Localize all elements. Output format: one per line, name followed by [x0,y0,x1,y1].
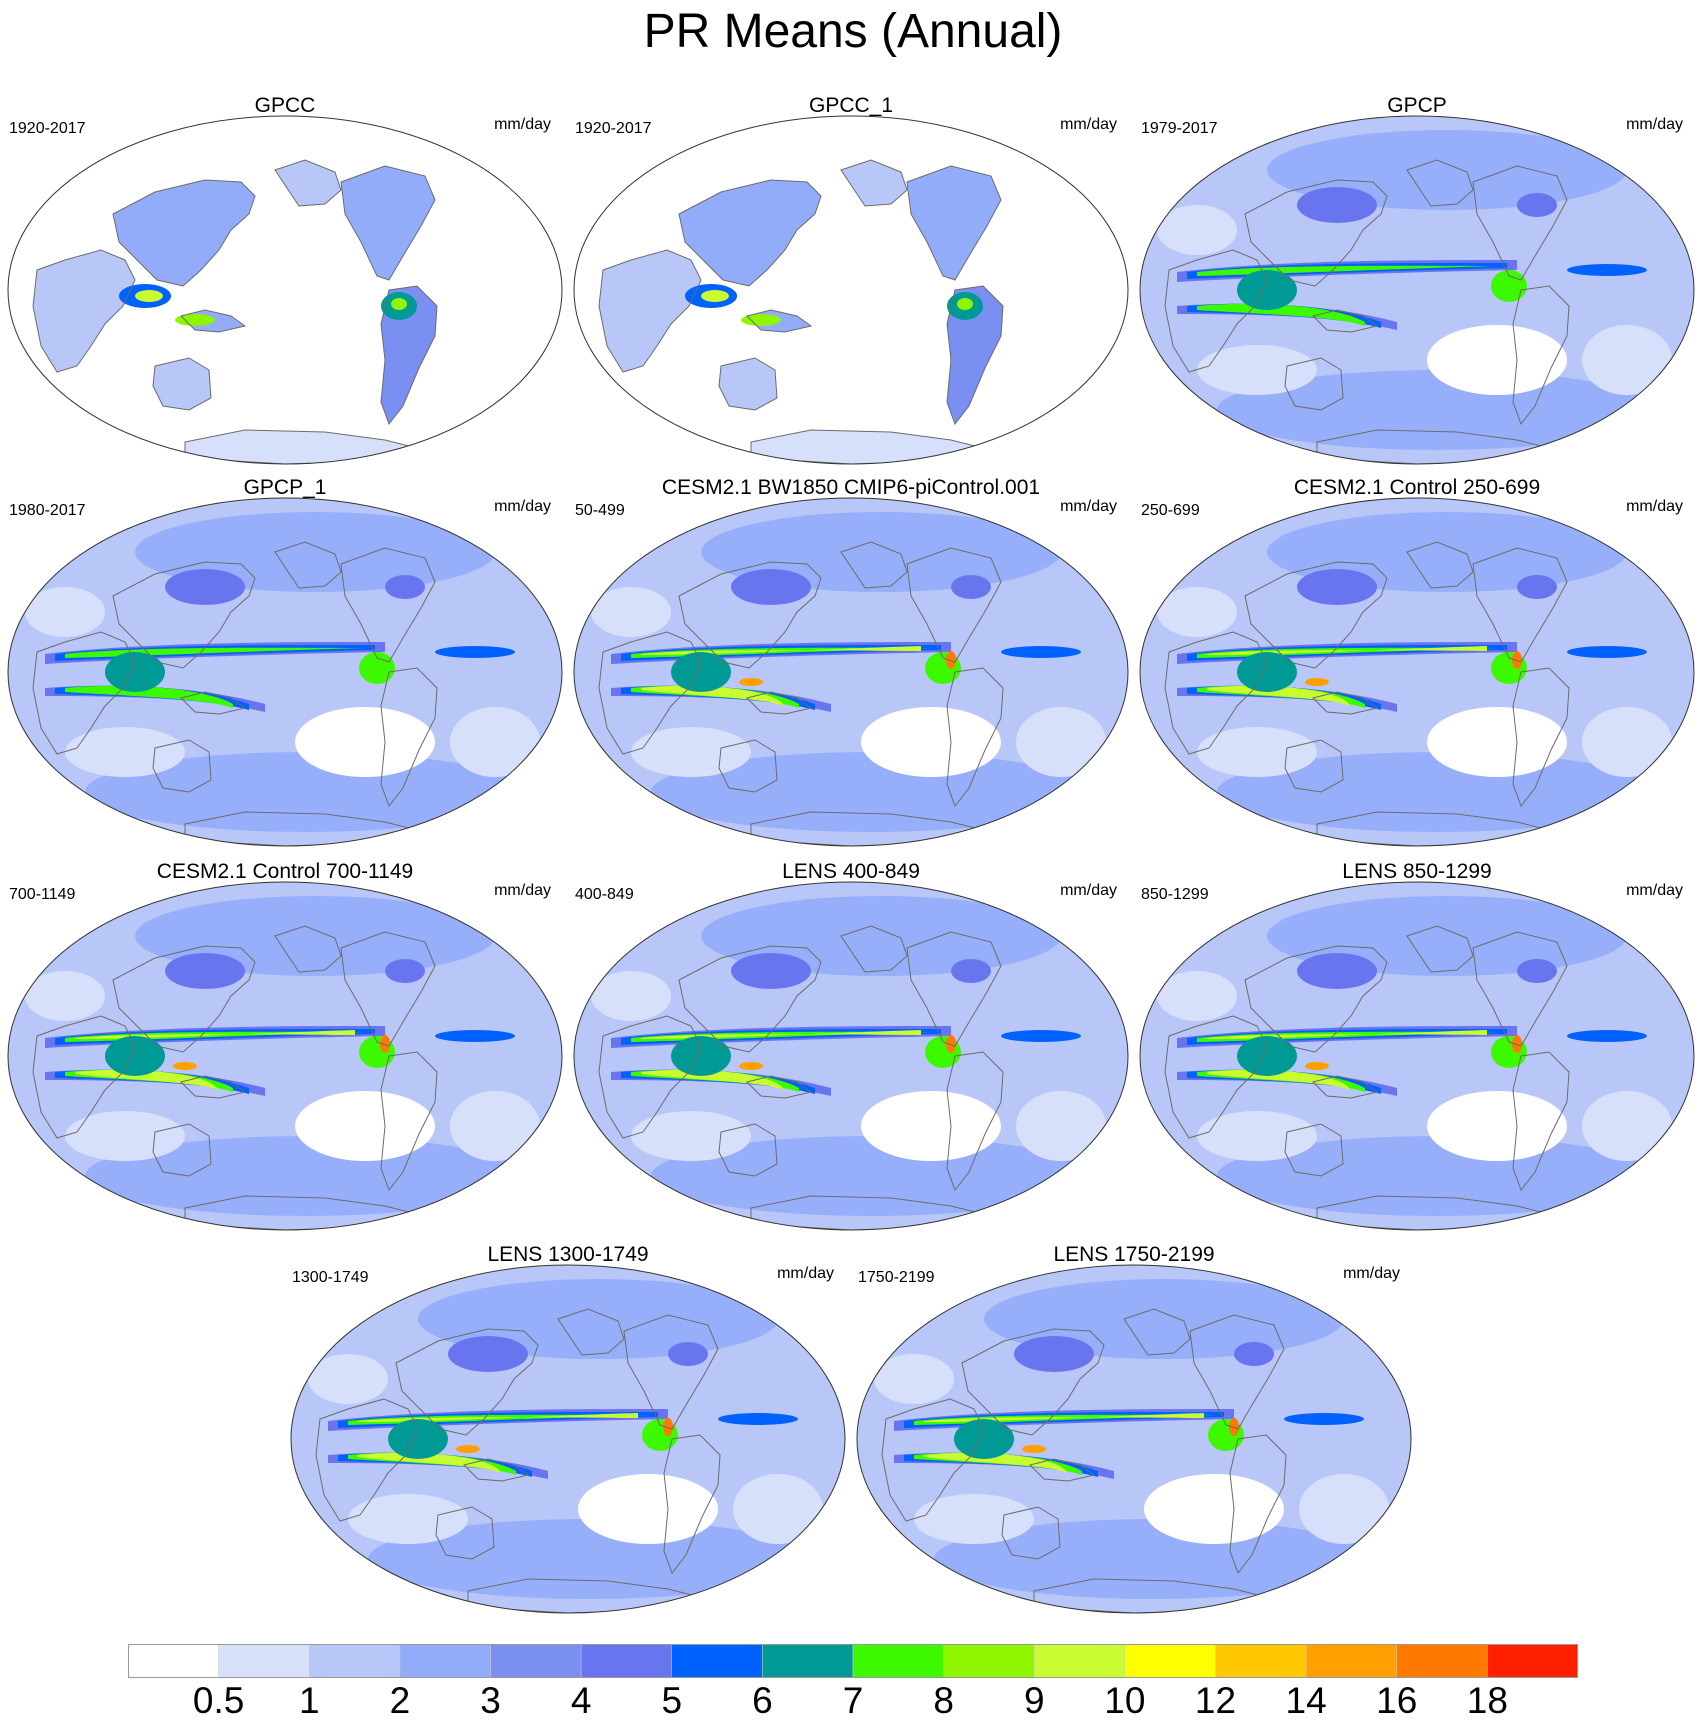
colorbar-tick-label: 7 [842,1680,864,1721]
panel-period: 700-1149 [9,886,76,903]
colorbar-swatch [943,1644,1035,1678]
panel-title: GPCC_1 [808,94,894,117]
colorbar-swatch [1305,1644,1397,1678]
panel-period: 1979-2017 [1141,120,1218,137]
colorbar-tick-label: 14 [1285,1680,1327,1721]
colorbar-tick-label: 16 [1376,1680,1418,1721]
colorbar-tick-label: 12 [1194,1680,1237,1721]
panel-period: 50-499 [575,502,625,519]
panel-title: LENS 850-1299 [1342,860,1492,883]
precip-map [7,497,563,847]
map-panel: GPCC_1 1920-2017 mm/day [571,94,1131,474]
panel-units: mm/day [494,116,551,133]
map-panel: CESM2.1 Control 250-699 250-699 mm/day [1137,476,1697,856]
panel-title: CESM2.1 Control 700-1149 [156,860,414,883]
panel-units: mm/day [494,498,551,515]
map-panel: CESM2.1 BW1850 CMIP6-piControl.001 50-499… [571,476,1131,856]
panel-period: 250-699 [1141,502,1200,519]
colorbar-tick-label: 2 [389,1680,411,1721]
colorbar-swatch [580,1644,672,1678]
panel-period: 1920-2017 [575,120,652,137]
map-panel: LENS 1300-1749 1300-1749 mm/day [288,1243,848,1623]
colorbar-tick-label: 5 [661,1680,683,1721]
colorbar-swatch [218,1644,310,1678]
panel-units: mm/day [1060,498,1117,515]
panel-units: mm/day [1626,882,1683,899]
figure-title: PR Means (Annual) [643,5,1063,58]
panel-period: 850-1299 [1141,886,1209,903]
colorbar-swatch [1396,1644,1488,1678]
precip-map [573,881,1129,1231]
precip-map [1139,497,1695,847]
panel-title: GPCP_1 [243,476,327,499]
precip-map [290,1264,846,1614]
panel-units: mm/day [1626,116,1683,133]
panel-period: 1750-2199 [858,1269,935,1286]
precip-map [1139,881,1695,1231]
colorbar-swatch [1124,1644,1216,1678]
colorbar-tick-label: 18 [1466,1680,1508,1721]
panel-title: GPCC [254,94,316,117]
precip-map [856,1264,1412,1614]
colorbar-swatch [1215,1644,1307,1678]
precip-map [7,115,563,465]
colorbar-tick-label: 6 [752,1680,773,1721]
panel-title: LENS 1300-1749 [487,1243,649,1266]
panel-title: LENS 400-849 [782,860,920,883]
panel-units: mm/day [777,1265,834,1282]
colorbar-tick-label: 8 [933,1680,954,1721]
colorbar-swatch [852,1644,944,1678]
panel-units: mm/day [1626,498,1683,515]
panel-title: CESM2.1 Control 250-699 [1293,476,1541,499]
panel-period: 400-849 [575,886,634,903]
precip-map [1139,115,1695,465]
precip-map [7,881,563,1231]
panel-period: 1300-1749 [292,1269,369,1286]
colorbar-swatch [1487,1644,1578,1678]
map-panel: LENS 850-1299 850-1299 mm/day [1137,860,1697,1240]
panel-units: mm/day [1343,1265,1400,1282]
map-panel: GPCP_1 1980-2017 mm/day [5,476,565,856]
map-panel: GPCP 1979-2017 mm/day [1137,94,1697,474]
colorbar-swatch [1034,1644,1126,1678]
colorbar-swatch [762,1644,854,1678]
panel-units: mm/day [1060,116,1117,133]
map-panel: LENS 400-849 400-849 mm/day [571,860,1131,1240]
colorbar-swatch [309,1644,401,1678]
panel-units: mm/day [494,882,551,899]
precip-map [573,115,1129,465]
precip-map [573,497,1129,847]
colorbar-tick-label: 9 [1023,1680,1045,1721]
colorbar-tick-label: 0.5 [192,1680,245,1721]
panel-title: CESM2.1 BW1850 CMIP6-piControl.001 [661,476,1041,499]
colorbar-swatch [399,1644,491,1678]
colorbar-swatch [128,1644,219,1678]
panel-period: 1920-2017 [9,120,86,137]
map-panel: CESM2.1 Control 700-1149 700-1149 mm/day [5,860,565,1240]
colorbar-swatch [490,1644,582,1678]
colorbar [128,1644,1578,1678]
panel-title: GPCP [1387,94,1447,117]
panel-units: mm/day [1060,882,1117,899]
map-panel: LENS 1750-2199 1750-2199 mm/day [854,1243,1414,1623]
colorbar-tick-label: 3 [480,1680,501,1721]
panel-title: LENS 1750-2199 [1053,1243,1215,1266]
panel-period: 1980-2017 [9,502,86,519]
map-panel: GPCC 1920-2017 mm/day [5,94,565,474]
colorbar-tick-label: 1 [298,1680,320,1721]
colorbar-tick-label: 10 [1104,1680,1146,1721]
colorbar-swatch [671,1644,763,1678]
colorbar-tick-label: 4 [570,1680,592,1721]
